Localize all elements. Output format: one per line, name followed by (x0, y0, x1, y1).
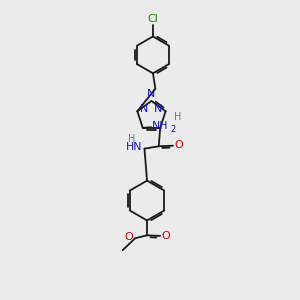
Text: O: O (174, 140, 183, 150)
Text: O: O (162, 231, 170, 241)
Text: H: H (174, 112, 182, 122)
Text: H: H (128, 134, 136, 144)
Text: O: O (125, 232, 134, 242)
Text: N: N (140, 104, 148, 114)
Text: NH: NH (152, 121, 168, 131)
Text: HN: HN (126, 142, 142, 152)
Text: 2: 2 (170, 124, 176, 134)
Text: Cl: Cl (148, 14, 158, 24)
Text: N: N (154, 104, 163, 114)
Text: N: N (147, 89, 155, 99)
